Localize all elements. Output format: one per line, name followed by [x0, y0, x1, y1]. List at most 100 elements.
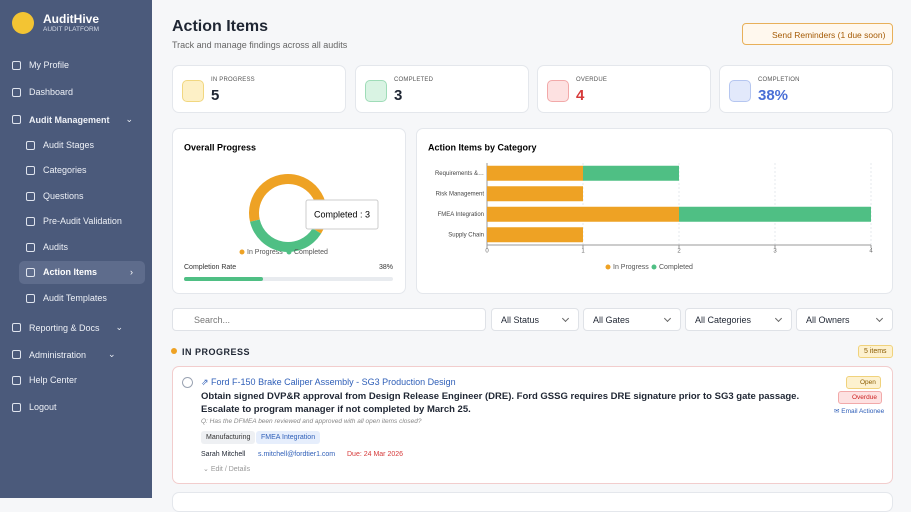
- x-tick-label: 2: [677, 249, 681, 255]
- bar: [487, 227, 583, 243]
- x-tick-label: 0: [485, 249, 489, 255]
- filter-select[interactable]: All Categories: [685, 308, 792, 331]
- text: Ford F-150 Brake Caliper Assembly - SG3 …: [211, 377, 456, 387]
- text: 4: [576, 87, 585, 104]
- text: 38%: [758, 87, 789, 104]
- action-item-card: [172, 366, 893, 484]
- y-tick-label: Requirements &…: [435, 171, 484, 177]
- legend-swatch: [605, 264, 611, 270]
- nav-item[interactable]: Reporting & Docs ⌄: [12, 322, 123, 333]
- legend-label: Completed: [294, 249, 328, 256]
- item-description: Obtain signed DVP&R approval from Design…: [201, 391, 800, 415]
- due-date: Due: 24 Mar 2026: [347, 451, 404, 458]
- text: COMPLETION: [758, 77, 800, 83]
- y-tick-label: Supply Chain: [448, 232, 484, 238]
- pie-slice: [249, 174, 327, 234]
- x-tick-label: 4: [869, 249, 873, 255]
- x-tick-label: 3: [773, 249, 777, 255]
- progress-bar: [184, 277, 264, 281]
- text: Email Actionee: [841, 408, 885, 415]
- edit-link[interactable]: ⌄ Edit / Details: [203, 466, 251, 473]
- text: Administration: [29, 349, 87, 360]
- text: Pre-Audit Validation: [43, 216, 122, 226]
- email-actionee[interactable]: ✉ Email Actionee: [834, 408, 885, 415]
- nav-item[interactable]: Logout: [12, 402, 57, 412]
- action-item-card: [172, 492, 893, 512]
- tag: Manufacturing: [201, 431, 256, 444]
- page-subtitle: Track and manage findings across all aud…: [172, 40, 348, 50]
- nav-item[interactable]: Dashboard: [12, 87, 73, 97]
- nav-subitem[interactable]: Questions: [26, 191, 84, 201]
- text: Audit Stages: [43, 140, 95, 150]
- section-count: 5 items: [858, 345, 893, 358]
- y-tick-label: FMEA Integration: [438, 212, 484, 218]
- brand-subtitle: AUDIT PLATFORM: [43, 26, 100, 33]
- section-dot: [171, 348, 177, 354]
- text: Audit Management: [29, 114, 110, 125]
- stat-card: COMPLETED 3: [355, 65, 529, 113]
- text: Help Center: [29, 375, 78, 385]
- chart-title: Overall Progress: [184, 142, 256, 152]
- owner-email[interactable]: s.mitchell@fordtier1.com: [258, 451, 336, 458]
- bar: [487, 206, 679, 222]
- text: Action Items: [43, 267, 98, 277]
- badge: Open: [846, 376, 881, 389]
- progress-value: 38%: [379, 264, 394, 271]
- text: 5: [211, 87, 220, 104]
- badge: Overdue: [838, 391, 882, 404]
- item-title[interactable]: ⇗ Ford F-150 Brake Caliper Assembly - SG…: [201, 377, 456, 387]
- tag: FMEA Integration: [256, 431, 321, 444]
- y-tick-label: Risk Management: [436, 191, 485, 197]
- item-question: Q: Has the DFMEA been reviewed and appro…: [201, 418, 422, 425]
- stat-card: COMPLETION 38%: [719, 65, 893, 113]
- nav-item[interactable]: Help Center: [12, 375, 77, 385]
- bar: [487, 186, 583, 202]
- text: 3: [394, 87, 403, 104]
- legend-label: Completed: [659, 264, 693, 271]
- filter-select[interactable]: All Status: [491, 308, 579, 331]
- text: COMPLETED: [394, 77, 434, 83]
- text: IN PROGRESS: [211, 77, 255, 83]
- legend-label: In Progress: [613, 264, 649, 271]
- nav-subitem[interactable]: Action Items ›: [26, 267, 133, 277]
- search-input[interactable]: Search...: [172, 308, 486, 331]
- section-title: IN PROGRESS: [182, 347, 251, 357]
- tooltip-box: [305, 199, 379, 230]
- brand: AuditHive: [43, 12, 100, 26]
- pie-slice: [249, 219, 322, 253]
- nav-subitem[interactable]: Audit Stages: [26, 140, 94, 150]
- legend-label: In Progress: [247, 249, 283, 256]
- filter-select[interactable]: All Gates: [583, 308, 681, 331]
- text: Dashboard: [29, 87, 74, 97]
- status-icon: [182, 377, 193, 388]
- sidebar: AuditHive AUDIT PLATFORM My Profile Dash…: [0, 0, 152, 498]
- stat-card: IN PROGRESS 5: [172, 65, 346, 113]
- nav-subitem[interactable]: Categories: [26, 165, 87, 175]
- nav-subitem[interactable]: Audits: [26, 242, 68, 252]
- legend-swatch: [239, 249, 245, 255]
- nav-item[interactable]: My Profile: [12, 60, 69, 70]
- send-reminders-button[interactable]: Send Reminders (1 due soon): [742, 23, 893, 45]
- nav-item[interactable]: Administration ⌄: [12, 349, 116, 360]
- legend-swatch: [651, 264, 657, 270]
- stat-card: OVERDUE 4: [537, 65, 711, 113]
- logo: [12, 12, 34, 34]
- filter-select[interactable]: All Owners: [796, 308, 893, 331]
- text: Questions: [43, 191, 84, 201]
- text: OVERDUE: [576, 77, 608, 83]
- nav-subitem[interactable]: Audit Templates: [26, 293, 107, 303]
- charts: Overall Progress In Progress Completed Comp…: [184, 142, 873, 271]
- nav-subitem[interactable]: Pre-Audit Validation: [26, 216, 122, 226]
- nav-item[interactable]: Audit Management ⌄: [12, 114, 133, 125]
- bar: [583, 165, 679, 181]
- text: Audit Templates: [43, 293, 107, 303]
- text: Audits: [43, 242, 69, 252]
- page-title: Action Items: [172, 18, 269, 35]
- progress-label: Completion Rate: [184, 264, 237, 271]
- x-tick-label: 1: [581, 249, 585, 255]
- text: Reporting & Docs: [29, 322, 100, 333]
- bar: [679, 206, 871, 222]
- bar: [487, 165, 583, 181]
- legend-swatch: [286, 249, 292, 255]
- text: Logout: [29, 402, 57, 412]
